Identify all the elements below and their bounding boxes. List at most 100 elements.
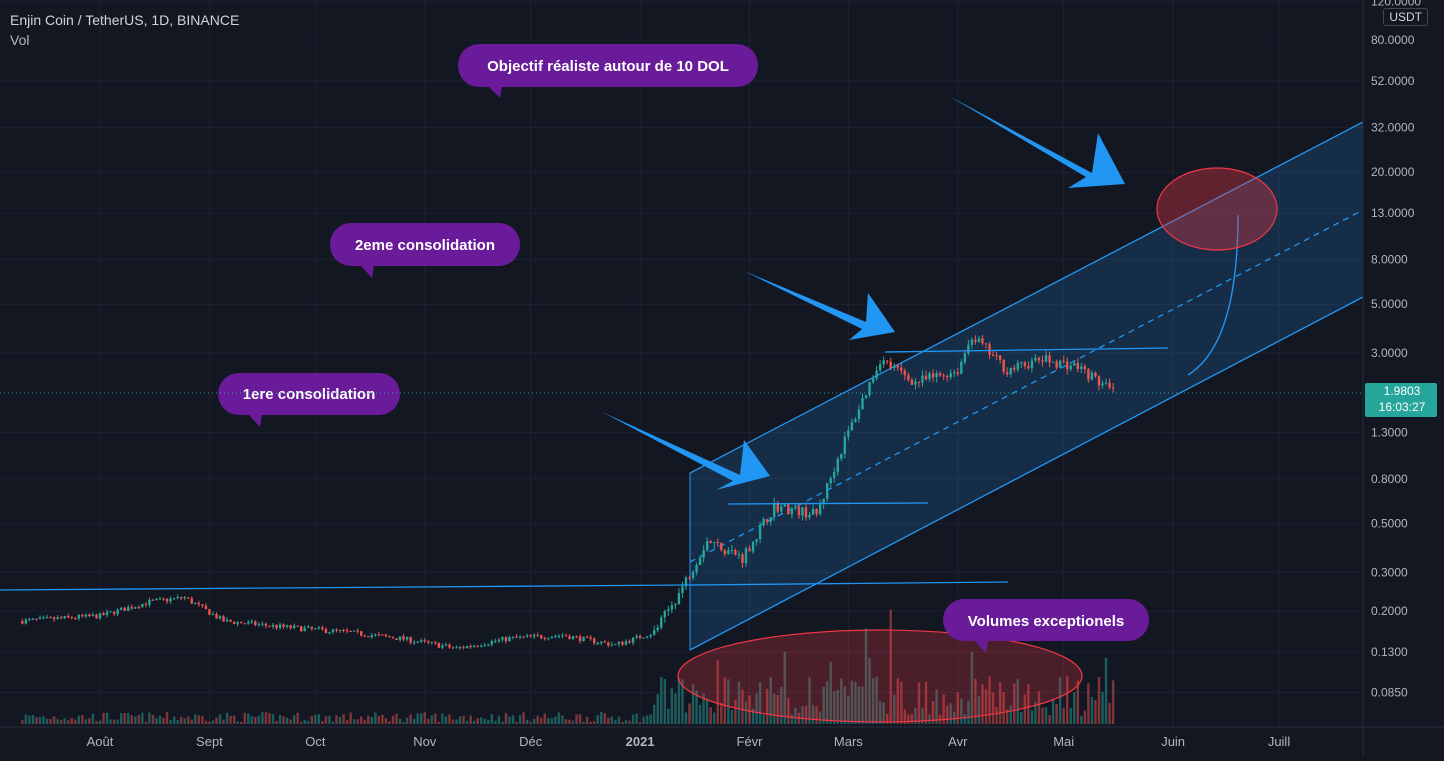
volume-bar — [575, 714, 578, 724]
candle-body — [663, 610, 666, 618]
volume-bar — [667, 708, 670, 724]
volume-bar — [744, 701, 748, 724]
level-line-first[interactable] — [727, 502, 929, 505]
volume-bar — [1023, 694, 1027, 724]
candle-body — [522, 636, 525, 638]
volume-bar — [970, 651, 974, 724]
volume-bar — [271, 714, 275, 724]
volume-bar — [243, 712, 246, 724]
candle-body — [95, 614, 98, 619]
candle-body — [614, 644, 617, 646]
candle-body — [1027, 366, 1030, 369]
candle-body — [1083, 366, 1087, 370]
target-zone-ellipse[interactable] — [1156, 167, 1278, 251]
candle-body — [998, 355, 1002, 360]
time-tick-label: Oct — [305, 734, 326, 749]
candle-body — [381, 634, 384, 636]
callout-target[interactable]: Objectif réaliste autour de 10 DOL — [458, 44, 758, 98]
volume-bar — [162, 717, 165, 724]
callout-first-consolidation[interactable]: 1ere consolidation — [218, 373, 400, 427]
candle-body — [822, 498, 825, 505]
arrow-target[interactable] — [949, 96, 1125, 188]
candle-body — [441, 645, 444, 648]
time-axis[interactable]: Août Sept Oct Nov Déc 2021 Févr Mars Avr Mai Juin J… — [87, 734, 1291, 749]
candle-body — [1108, 382, 1111, 388]
candle-body — [377, 634, 381, 636]
candle-body — [1101, 383, 1104, 386]
volume-bar — [755, 693, 758, 724]
volume-bar — [278, 714, 282, 724]
volume-bar — [621, 721, 624, 724]
candle-body — [751, 541, 755, 552]
candle-body — [635, 635, 638, 638]
level-line-second[interactable] — [884, 347, 1169, 353]
volume-bar — [1030, 710, 1034, 724]
volume-bar — [31, 714, 35, 724]
symbol-title[interactable]: Enjin Coin / TetherUS, 1D, BINANCE — [10, 12, 240, 28]
candle-body — [681, 586, 684, 594]
volume-zone-ellipse[interactable] — [677, 629, 1083, 723]
volume-indicator-label[interactable]: Vol — [10, 32, 30, 48]
callout-second-consolidation[interactable]: 2eme consolidation — [330, 223, 520, 278]
candle-body — [434, 642, 437, 644]
volume-bar — [444, 716, 448, 724]
price-tick-label: 0.5000 — [1371, 517, 1408, 531]
candle-body — [903, 370, 907, 376]
volume-bar — [956, 692, 959, 724]
arrow-first[interactable] — [602, 412, 770, 490]
volume-bar — [56, 719, 59, 724]
candle-body — [953, 372, 956, 374]
volume-bar — [670, 688, 674, 724]
time-tick-label: 2021 — [626, 734, 655, 749]
long-resistance-line[interactable] — [0, 584, 691, 591]
volume-bar — [561, 715, 564, 724]
volume-bar — [737, 681, 741, 724]
volume-bar — [596, 715, 599, 724]
price-axis[interactable]: 120.0000 80.0000 52.0000 32.0000 20.0000 13.0… — [1371, 0, 1421, 699]
volume-bar — [1009, 705, 1012, 724]
channel-lower-line[interactable] — [689, 296, 1364, 651]
volume-bar — [331, 721, 335, 724]
candle-body — [970, 339, 974, 345]
volume-bar — [981, 684, 984, 724]
candle-body — [621, 641, 624, 645]
candle-body — [324, 629, 328, 633]
volume-bar — [698, 704, 702, 724]
candle-body — [127, 607, 130, 611]
candle-body — [451, 647, 455, 649]
arrow-second[interactable] — [744, 271, 895, 340]
volume-bar — [903, 709, 907, 724]
candle-body — [427, 641, 430, 643]
candle-body — [1090, 372, 1094, 380]
projection-curve[interactable] — [1187, 214, 1239, 376]
volume-bar — [24, 714, 28, 724]
candle-body — [670, 605, 674, 610]
candle-body — [765, 519, 769, 522]
volume-bar — [77, 715, 81, 724]
volume-bar — [794, 707, 797, 724]
candle-body — [511, 636, 515, 638]
callout-volumes[interactable]: Volumes exceptionels — [943, 599, 1149, 653]
candle-body — [645, 636, 649, 638]
candle-body — [871, 378, 875, 383]
volume-bar — [660, 677, 663, 724]
channel-upper-line[interactable] — [689, 121, 1364, 474]
candle-body — [261, 623, 264, 625]
volume-bar — [840, 678, 843, 724]
candle-body — [342, 630, 345, 632]
volume-bar — [931, 701, 935, 724]
candle-body — [928, 373, 931, 380]
candle-body — [705, 541, 709, 551]
resistance-extension-line[interactable] — [689, 581, 1009, 586]
volume-bar — [610, 716, 614, 724]
currency-unit-badge[interactable]: USDT — [1383, 8, 1428, 26]
volume-bar — [412, 718, 416, 724]
volume-bar — [663, 679, 666, 724]
candle-body — [674, 604, 677, 606]
volume-bar — [734, 699, 737, 724]
volume-bar — [455, 719, 458, 724]
volume-bar — [949, 703, 952, 724]
candle-body — [243, 623, 246, 625]
